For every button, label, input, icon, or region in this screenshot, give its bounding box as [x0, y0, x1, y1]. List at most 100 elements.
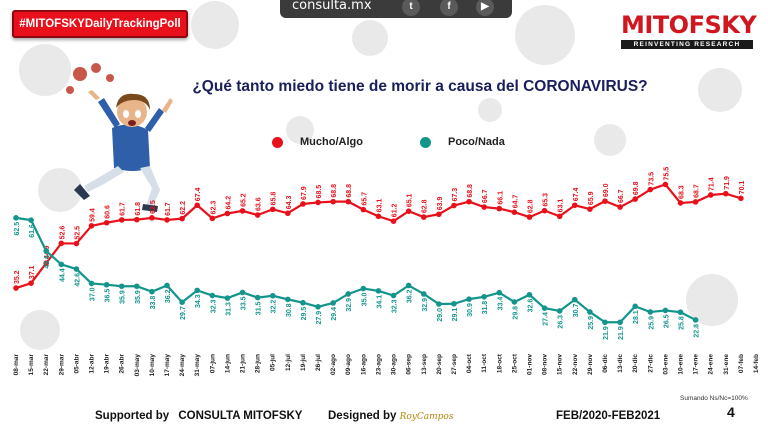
x-tick-label: 03-ene [662, 354, 669, 375]
x-tick-label: 22-mar [43, 354, 50, 376]
data-point [481, 294, 487, 300]
data-point [360, 206, 367, 213]
data-point [587, 309, 593, 315]
data-point [375, 213, 382, 220]
data-label: 68.8 [346, 184, 353, 198]
data-label: 68.3 [678, 185, 685, 199]
data-label: 63.9 [437, 197, 444, 211]
data-point [118, 217, 125, 223]
data-label: 42.6 [74, 273, 81, 287]
data-label: 61.8 [135, 202, 142, 216]
data-label: 65.7 [361, 192, 368, 206]
x-tick-label: 17-ene [693, 354, 700, 375]
data-point [511, 299, 518, 305]
data-label: 33.8 [150, 296, 157, 310]
site-link[interactable]: consulta.mx [292, 0, 372, 13]
data-point [254, 294, 261, 301]
data-label: 29.8 [512, 306, 519, 320]
x-tick-label: 10-may [149, 354, 156, 377]
data-label: 62.8 [527, 199, 534, 213]
sum-note: Sumando Ns/Nc=100% [680, 395, 748, 402]
x-tick-label: 12-abr [89, 354, 96, 374]
data-point [43, 248, 50, 254]
data-point [360, 285, 367, 292]
data-point [541, 207, 548, 214]
x-tick-label: 16-ago [360, 354, 367, 375]
data-point [58, 240, 65, 247]
data-label: 63.1 [558, 199, 565, 213]
data-label: 29.5 [301, 307, 308, 321]
x-tick-label: 07-feb [738, 354, 745, 373]
page-number: 4 [727, 404, 735, 420]
data-point [164, 217, 170, 223]
twitter-icon[interactable]: t [402, 0, 420, 16]
facebook-icon[interactable]: f [440, 0, 458, 16]
data-label: 62.8 [422, 199, 429, 213]
data-point [285, 296, 291, 303]
data-label: 31.5 [256, 301, 263, 315]
data-point [587, 206, 593, 212]
x-tick-label: 10-ene [677, 354, 684, 375]
data-point [375, 288, 382, 294]
data-label: 29.4 [331, 307, 338, 321]
designed-by: Designed by RoyCampos [328, 410, 453, 422]
data-point [571, 202, 578, 209]
data-point [617, 319, 623, 326]
data-point [390, 218, 397, 224]
legend-label-poco-nada: Poco/Nada [448, 136, 505, 148]
data-point [677, 309, 684, 316]
data-point [451, 202, 457, 209]
data-point [390, 292, 397, 299]
x-tick-label: 12-jul [285, 354, 292, 371]
data-point [511, 209, 518, 215]
youtube-icon[interactable]: ▶ [476, 0, 494, 16]
data-label: 63.6 [256, 197, 263, 211]
data-point [632, 303, 638, 310]
x-tick-label: 14-jun [224, 354, 231, 373]
legend-marker-poco-nada [420, 137, 431, 148]
data-label: 61.6 [29, 224, 36, 238]
data-label: 33.4 [497, 297, 504, 311]
data-point [451, 300, 457, 307]
logo-name: MITOFSKY [621, 11, 757, 39]
data-point [13, 215, 19, 221]
data-point [330, 300, 336, 306]
data-point [149, 288, 155, 295]
data-label: 26.5 [663, 314, 670, 328]
data-label: 32.6 [527, 299, 534, 313]
data-point [707, 192, 714, 198]
data-point [556, 308, 563, 314]
supported-by: Supported by CONSULTA MITOFSKY [95, 410, 302, 422]
data-point [496, 205, 503, 212]
x-tick-label: 30-ago [391, 354, 398, 375]
data-point [647, 309, 654, 315]
designed-label: Designed by [328, 410, 397, 422]
data-label: 52.5 [74, 226, 81, 240]
x-tick-label: 27-sep [451, 354, 458, 375]
x-tick-label: 31-ene [723, 354, 730, 375]
data-label: 67.4 [573, 188, 580, 202]
data-point [300, 201, 306, 207]
data-label: 29.0 [437, 308, 444, 322]
data-point [149, 215, 155, 221]
data-label: 33.5 [241, 296, 248, 310]
series-line-1 [15, 216, 697, 324]
x-tick-label: 14-feb [753, 354, 760, 373]
x-tick-label: 08-mar [13, 354, 20, 376]
data-label: 28.1 [633, 310, 640, 324]
data-label: 61.2 [392, 203, 399, 217]
x-tick-label: 13-dic [617, 354, 624, 373]
data-label: 66.7 [482, 189, 489, 203]
data-point [738, 195, 744, 202]
data-point [617, 204, 623, 210]
data-label: 22.8 [694, 324, 701, 338]
x-tick-label: 02-ago [330, 354, 337, 375]
data-point [405, 282, 412, 289]
data-point [541, 305, 548, 311]
data-label: 65.3 [543, 193, 550, 207]
data-point [103, 281, 110, 288]
data-point [315, 304, 321, 310]
data-label: 59.4 [90, 208, 97, 222]
x-tick-label: 06-dic [602, 354, 609, 373]
